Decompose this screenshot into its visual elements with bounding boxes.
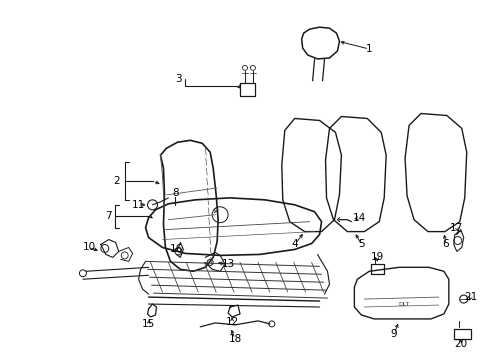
Text: 5: 5	[357, 239, 364, 249]
Text: DLT: DLT	[398, 302, 409, 306]
Text: 15: 15	[142, 319, 155, 329]
Text: 13: 13	[221, 259, 234, 269]
Text: 14: 14	[352, 213, 365, 223]
Text: 17: 17	[449, 222, 463, 233]
Text: 20: 20	[453, 339, 467, 349]
Text: 8: 8	[172, 188, 178, 198]
Text: 1: 1	[365, 44, 372, 54]
Text: 3: 3	[175, 74, 182, 84]
Text: 19: 19	[370, 252, 383, 262]
Text: 11: 11	[132, 200, 145, 210]
Text: 9: 9	[390, 329, 397, 339]
Text: 16: 16	[169, 244, 183, 255]
Text: 7: 7	[105, 211, 112, 221]
Text: 4: 4	[291, 239, 297, 249]
Text: 6: 6	[442, 239, 448, 249]
Text: 12: 12	[225, 317, 238, 327]
Text: 10: 10	[82, 243, 95, 252]
Text: 21: 21	[463, 292, 476, 302]
Text: 2: 2	[113, 176, 120, 186]
Text: 18: 18	[228, 334, 241, 344]
